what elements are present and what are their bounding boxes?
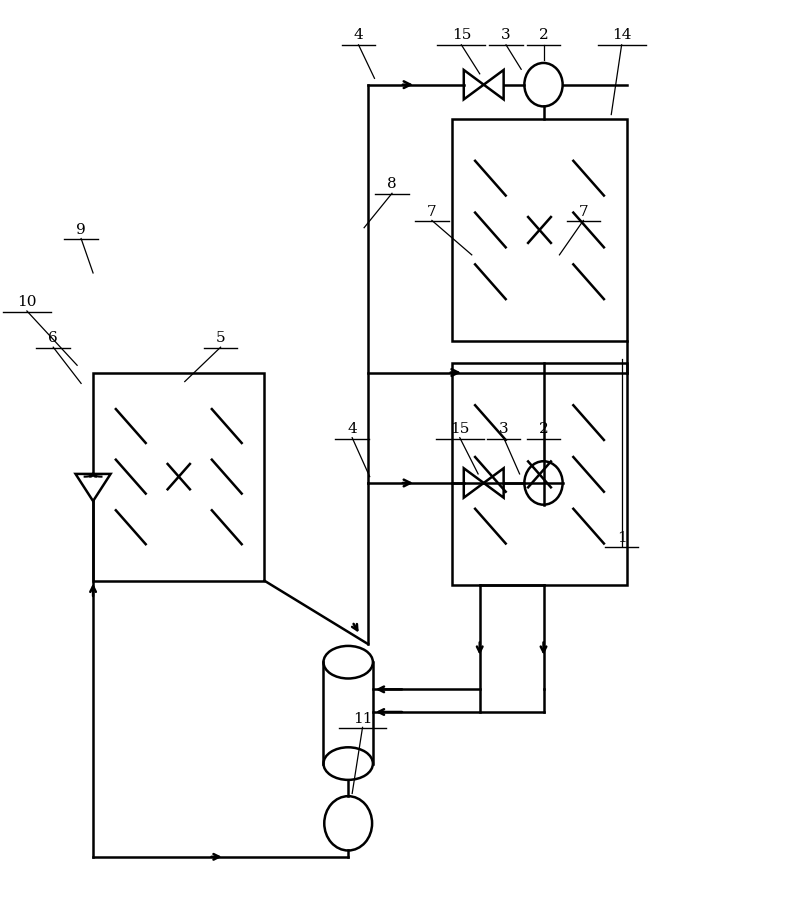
Polygon shape [75, 474, 110, 501]
Text: 1: 1 [617, 530, 626, 545]
Polygon shape [484, 469, 504, 498]
Circle shape [524, 461, 562, 505]
Text: 3: 3 [502, 28, 511, 42]
Text: 14: 14 [612, 28, 631, 42]
Text: 11: 11 [353, 712, 372, 725]
Polygon shape [464, 469, 484, 498]
Text: 15: 15 [452, 28, 471, 42]
Bar [452, 119, 627, 340]
Text: 4: 4 [347, 422, 357, 436]
Text: 8: 8 [387, 177, 397, 192]
Ellipse shape [323, 646, 373, 678]
Text: 9: 9 [76, 222, 86, 237]
Ellipse shape [323, 747, 373, 780]
Text: 3: 3 [499, 422, 509, 436]
Bar [93, 372, 265, 581]
Polygon shape [464, 70, 484, 99]
Text: 2: 2 [538, 422, 548, 436]
Text: 10: 10 [17, 295, 37, 309]
Text: 5: 5 [216, 331, 226, 345]
Text: 4: 4 [354, 28, 363, 42]
Text: 7: 7 [427, 204, 437, 219]
Text: 15: 15 [450, 422, 470, 436]
Circle shape [324, 796, 372, 851]
Circle shape [524, 63, 562, 106]
Text: 6: 6 [48, 331, 58, 345]
Text: 7: 7 [578, 204, 588, 219]
Text: 2: 2 [538, 28, 548, 42]
Polygon shape [484, 70, 504, 99]
Bar [452, 363, 627, 586]
